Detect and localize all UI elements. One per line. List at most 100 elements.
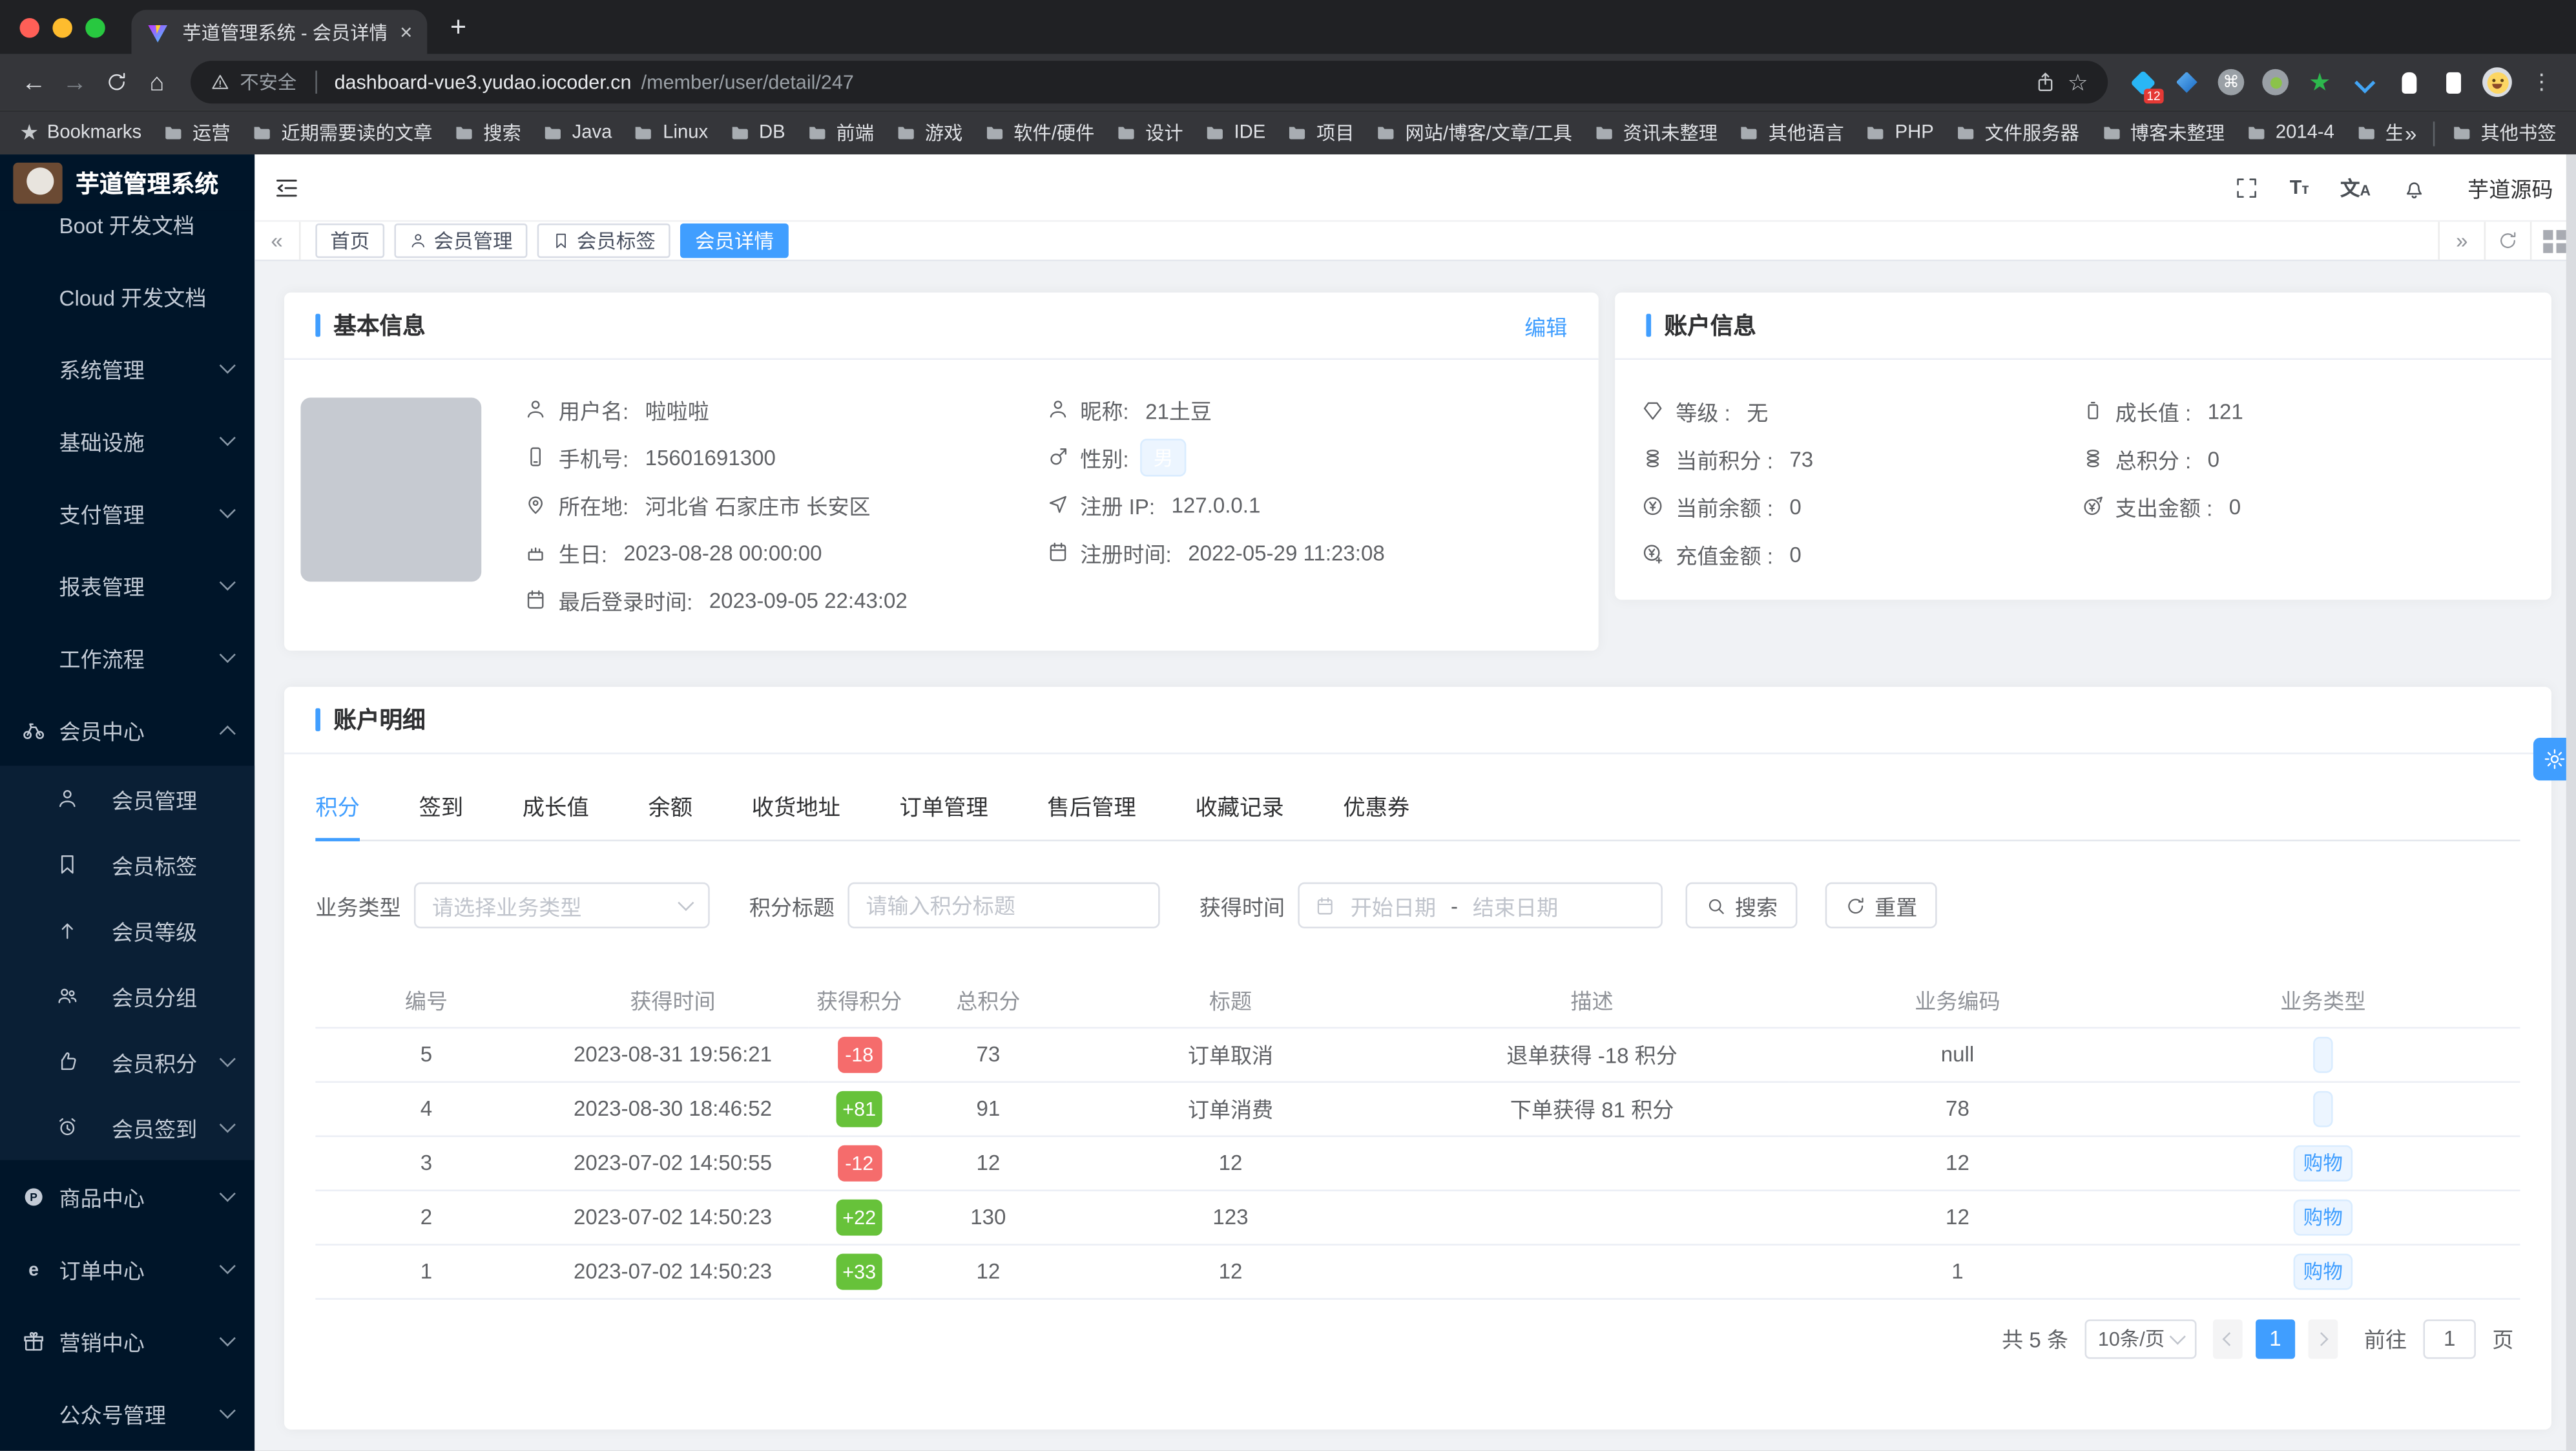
table-row[interactable]: 1 2023-07-02 14:50:23 +33 12 12 1 购物 (315, 1244, 2520, 1299)
tab-balance[interactable]: 余额 (648, 795, 693, 820)
reset-button[interactable]: 重置 (1825, 882, 1937, 929)
points-title-input[interactable] (847, 882, 1160, 929)
page-scrollbar[interactable] (2566, 154, 2576, 1451)
current-user[interactable]: 芋道源码 (2467, 176, 2553, 202)
close-window-button[interactable] (19, 17, 40, 38)
app-logo-row[interactable]: 芋道管理系统 (0, 154, 255, 211)
biz-type-select[interactable]: 请选择业务类型 (413, 882, 710, 929)
bookmark-folder[interactable]: 2014-4 (2246, 123, 2334, 143)
bookmark-folder[interactable]: IDE (1205, 123, 1265, 143)
new-tab-button[interactable]: + (450, 11, 467, 43)
tab-signin[interactable]: 签到 (419, 795, 464, 820)
tab-member-tag[interactable]: 会员标签 (537, 223, 670, 258)
tabs-menu-icon[interactable] (2529, 222, 2576, 260)
bookmark-folder[interactable]: Java (543, 123, 612, 143)
share-icon[interactable] (2035, 70, 2058, 94)
reload-icon[interactable] (96, 70, 137, 94)
collapse-sidebar-icon[interactable] (273, 173, 300, 201)
tab-member-management[interactable]: 会员管理 (394, 223, 528, 258)
tab-address[interactable]: 收货地址 (751, 795, 840, 820)
sidebar-item-member-tag[interactable]: 会员标签 (0, 831, 254, 897)
goto-page-input[interactable] (2423, 1319, 2476, 1359)
extension-diamond-icon[interactable]: 12 (2128, 67, 2164, 104)
sidebar-item-cloud-docs[interactable]: Cloud 开发文档 (59, 285, 207, 310)
bookmark-folder[interactable]: Linux (633, 123, 708, 143)
bookmark-folder[interactable]: 搜索 (453, 120, 521, 147)
refresh-page-icon[interactable] (2484, 222, 2530, 260)
back-icon[interactable]: ← (21, 68, 47, 96)
home-icon[interactable]: ⌂ (149, 68, 165, 96)
bookmark-folder[interactable]: 文件服务器 (1955, 120, 2079, 147)
bookmark-folder[interactable]: 博客未整理 (2101, 120, 2225, 147)
sidebar-item-marketing-center[interactable]: 营销中心 (0, 1304, 254, 1377)
sidebar-item-order-center[interactable]: e 订单中心 (0, 1233, 254, 1305)
sidebar-item-boot-docs[interactable]: Boot 开发文档 (59, 213, 195, 238)
bookmark-folder[interactable]: 项目 (1287, 120, 1355, 147)
tabs-scroll-right[interactable]: » (2438, 222, 2484, 260)
tab-aftersale[interactable]: 售后管理 (1047, 795, 1136, 820)
table-row[interactable]: 5 2023-08-31 19:56:21 -18 73 订单取消 退单获得 -18 … (315, 1027, 2520, 1082)
extension-panel-icon[interactable] (2438, 67, 2467, 97)
forward-icon[interactable]: → (62, 68, 87, 96)
sidebar-item-member-signin[interactable]: 会员签到 (0, 1094, 254, 1160)
date-range-picker[interactable]: 开始日期 - 结束日期 (1298, 882, 1663, 929)
bookmark-folder[interactable]: 网站/博客/文章/工具 (1376, 120, 1572, 147)
translate-icon[interactable]: 文A (2340, 176, 2371, 200)
bookmark-folder[interactable]: DB (729, 123, 785, 143)
bookmarks-root[interactable]: ★ Bookmarks (20, 120, 142, 147)
tab-coupons[interactable]: 优惠券 (1343, 795, 1410, 820)
sidebar-item-infra[interactable]: 基础设施 (0, 404, 254, 477)
tab-member-detail[interactable]: 会员详情 (680, 223, 789, 258)
sidebar-item-member-center[interactable]: 会员中心 (0, 693, 254, 766)
tab-orders[interactable]: 订单管理 (899, 795, 988, 820)
bookmarks-overflow-chevron[interactable]: » (2404, 120, 2417, 146)
sidebar-item-report[interactable]: 报表管理 (0, 548, 254, 621)
bookmark-folder[interactable]: 游戏 (895, 120, 962, 147)
window-controls[interactable] (19, 17, 105, 38)
profile-avatar[interactable] (2482, 67, 2512, 98)
browser-tab[interactable]: 芋道管理系统 - 会员详情 × (131, 10, 428, 54)
sidebar-item-workflow[interactable]: 工作流程 (0, 621, 254, 693)
current-page[interactable]: 1 (2256, 1319, 2296, 1359)
extension-kite-icon[interactable] (2172, 67, 2201, 97)
tab-growth[interactable]: 成长值 (522, 795, 589, 820)
sidebar-item-system[interactable]: 系统管理 (0, 332, 254, 404)
sidebar-item-product-center[interactable]: P 商品中心 (0, 1160, 254, 1233)
extension-vue-devtools-icon[interactable] (2349, 67, 2379, 97)
bookmark-folder[interactable]: 软件/硬件 (984, 120, 1094, 147)
table-row[interactable]: 4 2023-08-30 18:46:52 +81 91 订单消费 下单获得 81 积… (315, 1081, 2520, 1136)
extension-star-icon[interactable]: ★ (2309, 68, 2331, 98)
minimize-window-button[interactable] (52, 17, 72, 38)
sidebar-item-official-account[interactable]: 公众号管理 (0, 1377, 254, 1449)
sidebar-item-member-points[interactable]: 会员积分 (0, 1028, 254, 1094)
sidebar-item-member-group[interactable]: 会员分组 (0, 963, 254, 1028)
page-size-select[interactable]: 10条/页 (2084, 1319, 2197, 1359)
edit-button[interactable]: 编辑 (1524, 315, 1568, 340)
tab-favorites[interactable]: 收藏记录 (1195, 795, 1284, 820)
tab-points[interactable]: 积分 (315, 789, 360, 842)
address-bar[interactable]: 不安全 dashboard-vue3.yudao.iocoder.cn /mem… (191, 61, 2108, 104)
bookmark-folder[interactable]: 其他语言 (1739, 120, 1844, 147)
browser-menu-icon[interactable]: ⋮ (2531, 68, 2553, 94)
sidebar-item-member-level[interactable]: 会员等级 (0, 897, 254, 963)
fullscreen-icon[interactable] (2234, 175, 2258, 200)
search-button[interactable]: 搜索 (1685, 882, 1798, 929)
next-page-button[interactable] (2308, 1319, 2338, 1359)
table-row[interactable]: 2 2023-07-02 14:50:23 +22 130 123 12 购物 (315, 1189, 2520, 1245)
bookmark-folder[interactable]: 前端 (807, 120, 874, 147)
zoom-window-button[interactable] (85, 17, 105, 38)
bookmark-folder[interactable]: 近期需要读的文章 (252, 120, 432, 147)
bookmark-star-icon[interactable]: ☆ (2067, 68, 2088, 95)
other-bookmarks[interactable]: 其他书签 (2451, 120, 2557, 147)
tab-close-icon[interactable]: × (400, 19, 413, 45)
bookmark-folder[interactable]: 生活 (2356, 120, 2402, 147)
font-size-icon[interactable]: Tт (2289, 176, 2309, 199)
table-row[interactable]: 3 2023-07-02 14:50:55 -12 12 12 12 购物 (315, 1135, 2520, 1191)
extension-command-icon[interactable]: ⌘ (2216, 67, 2246, 97)
prev-page-button[interactable] (2212, 1319, 2243, 1359)
tabs-scroll-left[interactable]: « (254, 222, 301, 260)
extension-figure-icon[interactable] (2394, 67, 2424, 97)
sidebar-item-member-management[interactable]: 会员管理 (0, 766, 254, 831)
extension-record-icon[interactable] (2261, 67, 2290, 97)
bookmark-folder[interactable]: 资讯未整理 (1594, 120, 1718, 147)
